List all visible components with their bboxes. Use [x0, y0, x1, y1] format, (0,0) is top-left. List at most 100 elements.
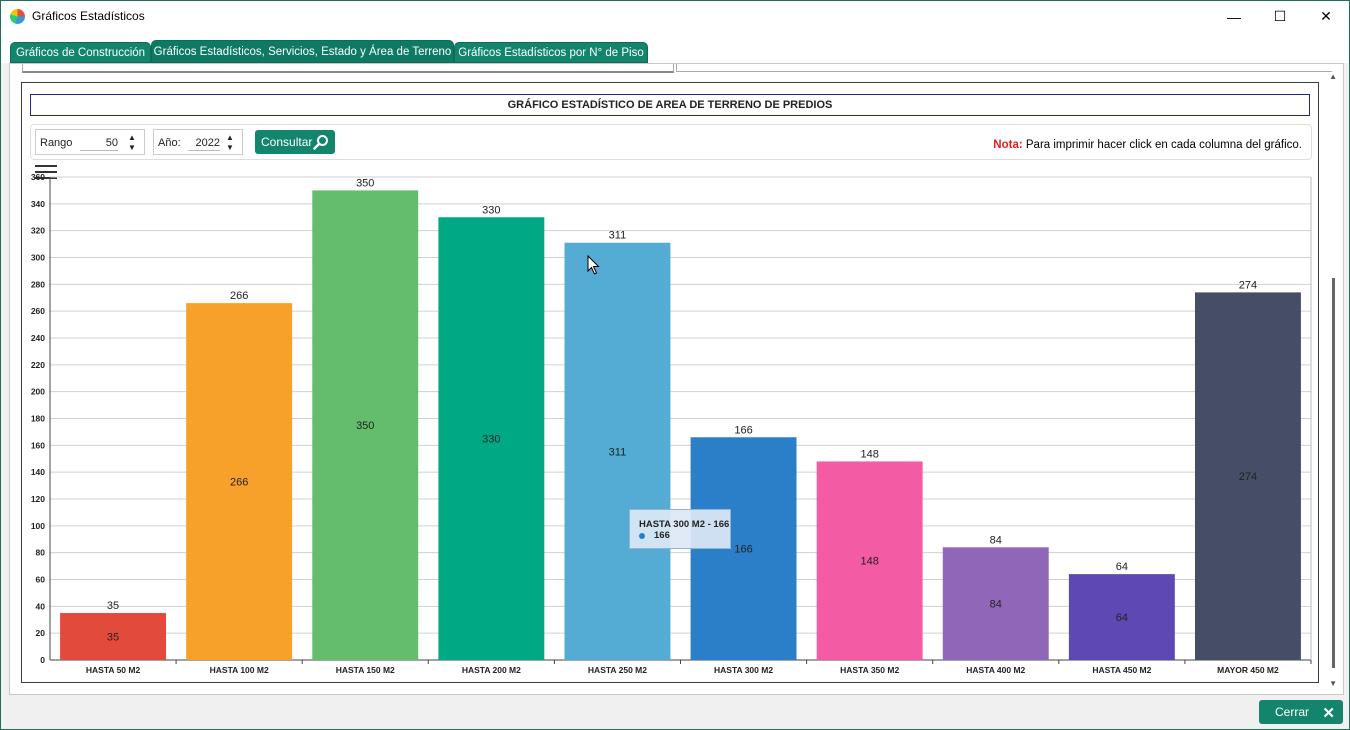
- bar-value-label: 274: [1239, 279, 1257, 291]
- rango-up-icon[interactable]: ▲: [128, 133, 136, 142]
- bar-value-label: 84: [990, 534, 1002, 546]
- bar[interactable]: [60, 613, 167, 660]
- y-tick-label: 180: [31, 414, 45, 424]
- bar-inner-value-label: 350: [356, 420, 374, 432]
- cerrar-button[interactable]: Cerrar ✕: [1259, 700, 1343, 724]
- app-pie-icon: [10, 9, 25, 24]
- bar-value-label: 311: [609, 230, 627, 242]
- search-icon: [313, 135, 328, 150]
- note-text: Para imprimir hacer click en cada column…: [1025, 139, 1302, 151]
- x-tick-label: HASTA 100 M2: [210, 665, 269, 675]
- upper-panel-edge: [22, 64, 674, 73]
- bar-chart: 0 20 40 60 80 100 120 140 160 180 200 220 240 260 280 3…: [31, 172, 1312, 675]
- consultar-label: Consultar: [261, 135, 313, 149]
- anio-down-icon[interactable]: ▼: [226, 143, 234, 152]
- close-icon: ✕: [1322, 705, 1335, 722]
- note-label: Nota:: [993, 139, 1023, 151]
- x-tick-label: HASTA 50 M2: [86, 665, 141, 675]
- title-bar: Gráficos Estadísticos — ☐ ✕: [1, 1, 1349, 32]
- bar[interactable]: [312, 190, 419, 660]
- anio-stepper[interactable]: Año: 2022 ▲ ▼: [153, 129, 243, 155]
- x-tick-label: MAYOR 450 M2: [1217, 665, 1279, 675]
- bar-inner-value-label: 274: [1239, 471, 1257, 483]
- bar-inner-value-label: 330: [482, 434, 500, 446]
- rango-down-icon[interactable]: ▼: [128, 143, 136, 152]
- bar-value-label: 350: [356, 177, 374, 189]
- y-tick-label: 40: [36, 601, 46, 611]
- scrollbar-thumb[interactable]: [1332, 278, 1335, 668]
- y-tick-label: 60: [36, 575, 46, 585]
- y-tick-label: 240: [31, 333, 45, 343]
- mouse-cursor-icon: [587, 255, 600, 275]
- bar[interactable]: [1194, 292, 1301, 660]
- y-tick-label: 80: [36, 548, 46, 558]
- content-panel: ▲ ▼ GRÁFICO ESTADÍSTICO DE AREA DE TERRE…: [9, 63, 1344, 695]
- tab-graficos-construccion[interactable]: Gráficos de Construcción: [10, 42, 151, 63]
- bar[interactable]: [942, 547, 1049, 660]
- y-tick-label: 360: [31, 172, 45, 182]
- anio-up-icon[interactable]: ▲: [226, 133, 234, 142]
- bar[interactable]: [438, 217, 545, 660]
- bar-inner-value-label: 148: [860, 556, 878, 568]
- x-tick-label: HASTA 400 M2: [966, 665, 1025, 675]
- window-title: Gráficos Estadísticos: [32, 9, 145, 23]
- tab-strip: Gráficos de Construcción Gráficos Estadí…: [1, 32, 1349, 63]
- bar[interactable]: [816, 461, 923, 660]
- y-tick-label: 220: [31, 360, 45, 370]
- tooltip-series-dot: [639, 533, 645, 539]
- bar-value-label: 266: [230, 290, 248, 302]
- x-tick-label: HASTA 150 M2: [336, 665, 395, 675]
- bar-value-label: 148: [860, 448, 878, 460]
- y-tick-label: 120: [31, 494, 45, 504]
- y-tick-label: 0: [40, 655, 45, 665]
- rango-input[interactable]: 50: [80, 137, 118, 151]
- print-note: Nota: Para imprimir hacer click en cada …: [993, 139, 1302, 151]
- y-tick-label: 340: [31, 199, 45, 209]
- bar-value-label: 166: [734, 424, 752, 436]
- tab-area-terreno[interactable]: Gráficos Estadísticos, Servicios, Estado…: [151, 40, 454, 63]
- bar[interactable]: [564, 242, 671, 660]
- scroll-down-arrow-icon[interactable]: ▼: [1329, 679, 1337, 688]
- y-tick-label: 140: [31, 467, 45, 477]
- y-tick-label: 280: [31, 279, 45, 289]
- bar-value-label: 330: [482, 204, 500, 216]
- scroll-up-arrow-icon[interactable]: ▲: [1329, 72, 1337, 81]
- bar-inner-value-label: 311: [609, 446, 627, 458]
- close-window-button[interactable]: ✕: [1320, 8, 1332, 24]
- minimize-button[interactable]: —: [1227, 8, 1241, 25]
- x-tick-label: HASTA 350 M2: [840, 665, 899, 675]
- upper-panel-edge-right: [676, 64, 1332, 72]
- anio-input[interactable]: 2022: [188, 137, 220, 151]
- bar[interactable]: [186, 303, 293, 660]
- rango-stepper[interactable]: Rango 50 ▲ ▼: [35, 129, 145, 155]
- bar-inner-value-label: 84: [990, 599, 1002, 611]
- filter-controls: Rango 50 ▲ ▼ Año: 2022 ▲ ▼ Consultar: [30, 124, 1312, 160]
- chart-frame: GRÁFICO ESTADÍSTICO DE AREA DE TERRENO D…: [21, 82, 1319, 683]
- bar-inner-value-label: 64: [1116, 612, 1128, 624]
- y-tick-label: 260: [31, 306, 45, 316]
- rango-label: Rango: [40, 137, 73, 149]
- bar-value-label: 35: [107, 600, 119, 612]
- bar-value-label: 64: [1116, 561, 1128, 573]
- x-tick-label: HASTA 200 M2: [462, 665, 521, 675]
- chart-tooltip: HASTA 300 M2 - 166 166: [629, 509, 731, 549]
- cerrar-label: Cerrar: [1275, 705, 1310, 719]
- y-tick-label: 320: [31, 226, 45, 236]
- y-tick-label: 20: [36, 628, 46, 638]
- bar-inner-value-label: 266: [230, 477, 248, 489]
- y-tick-label: 160: [31, 440, 45, 450]
- tooltip-title: HASTA 300 M2 - 166: [639, 519, 730, 530]
- tooltip-value: 166: [654, 530, 670, 541]
- bar-inner-value-label: 35: [107, 632, 119, 644]
- bar-inner-value-label: 166: [734, 544, 752, 556]
- y-tick-label: 100: [31, 521, 45, 531]
- chart-title: GRÁFICO ESTADÍSTICO DE AREA DE TERRENO D…: [30, 94, 1310, 116]
- x-tick-label: HASTA 450 M2: [1092, 665, 1151, 675]
- chart-menu-icon[interactable]: [35, 165, 57, 179]
- y-tick-label: 200: [31, 387, 45, 397]
- bar[interactable]: [1068, 574, 1175, 660]
- maximize-button[interactable]: ☐: [1273, 8, 1287, 24]
- tab-numero-piso[interactable]: Gráficos Estadísticos por N° de Piso: [454, 42, 648, 63]
- consultar-button[interactable]: Consultar: [255, 130, 335, 154]
